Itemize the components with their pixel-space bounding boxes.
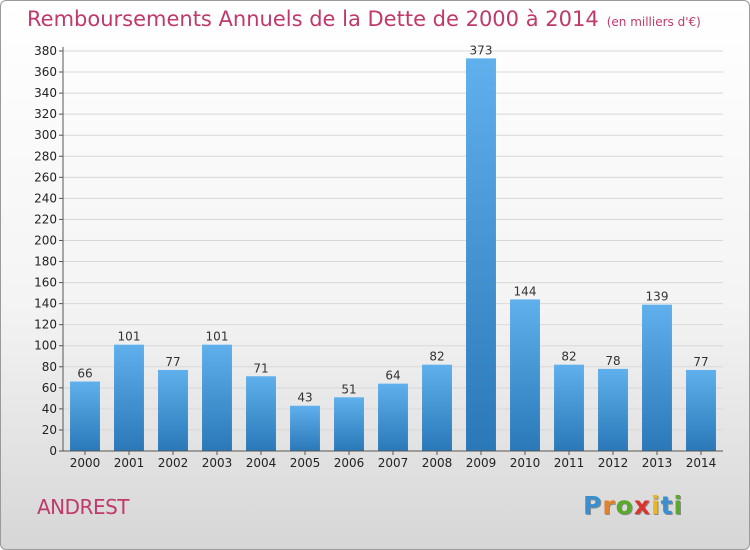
x-tick-label-2001: 2001: [114, 456, 145, 470]
y-tick-label: 20: [42, 423, 57, 437]
y-tick-label: 200: [34, 233, 57, 247]
y-tick-label: 360: [34, 65, 57, 79]
data-label-2006: 51: [341, 382, 356, 396]
data-label-2004: 71: [253, 361, 268, 375]
y-tick-label: 380: [34, 44, 57, 58]
bar-2009: [466, 58, 496, 452]
data-label-2001: 101: [118, 330, 141, 344]
data-label-2008: 82: [429, 350, 444, 364]
chart-unit: (en milliers d'€): [606, 15, 701, 29]
bar-2002: [158, 369, 188, 451]
bar-2000: [70, 381, 100, 451]
y-tick-label: 220: [34, 212, 57, 226]
x-tick-label-2003: 2003: [202, 456, 233, 470]
data-label-2003: 101: [206, 330, 229, 344]
y-tick-label: 40: [42, 402, 57, 416]
data-label-2010: 144: [514, 284, 537, 298]
data-label-2014: 77: [693, 355, 708, 369]
x-tick-label-2004: 2004: [246, 456, 277, 470]
bar-2004: [246, 376, 276, 451]
proxiti-letter: i: [651, 491, 661, 520]
chart-title: Remboursements Annuels de la Dette de 20…: [27, 7, 701, 31]
y-tick-label: 180: [34, 255, 57, 269]
x-tick-label-2012: 2012: [598, 456, 629, 470]
bar-2005: [290, 405, 320, 451]
x-tick-label-2010: 2010: [510, 456, 541, 470]
bar-2014: [686, 369, 716, 451]
proxiti-letter: o: [615, 491, 634, 520]
y-tick-label: 280: [34, 149, 57, 163]
x-tick-label-2009: 2009: [466, 456, 497, 470]
x-tick-label-2011: 2011: [554, 456, 585, 470]
proxiti-logo: Proxiti: [583, 491, 683, 520]
y-tick-label: 100: [34, 339, 57, 353]
bar-2013: [642, 304, 672, 451]
chart-title-text: Remboursements Annuels de la Dette de 20…: [27, 7, 599, 31]
y-tick-label: 120: [34, 318, 57, 332]
x-tick-label-2000: 2000: [70, 456, 101, 470]
y-tick-label: 80: [42, 360, 57, 374]
bar-2003: [202, 344, 232, 451]
data-label-2012: 78: [605, 354, 620, 368]
y-tick-label: 240: [34, 191, 57, 205]
data-label-2009: 373: [470, 43, 493, 57]
bar-2001: [114, 344, 144, 451]
y-tick-label: 0: [49, 444, 57, 458]
y-tick-label: 160: [34, 276, 57, 290]
axis-layer: 0 20 40 60 80 100 120 140 160 180 200 220 240 260 280 3…: [34, 44, 723, 470]
proxiti-letter: P: [583, 491, 603, 520]
proxiti-letter: r: [602, 491, 616, 520]
x-tick-label-2005: 2005: [290, 456, 321, 470]
y-tick-label: 320: [34, 107, 57, 121]
data-label-2002: 77: [165, 355, 180, 369]
x-tick-label-2006: 2006: [334, 456, 365, 470]
proxiti-letter: i: [673, 491, 684, 520]
bar-layer: [70, 58, 716, 452]
proxiti-letter: x: [633, 491, 651, 520]
x-tick-label-2013: 2013: [642, 456, 673, 470]
data-label-2007: 64: [385, 369, 400, 383]
y-tick-label: 300: [34, 128, 57, 142]
x-tick-label-2014: 2014: [686, 456, 717, 470]
y-tick-label: 60: [42, 381, 57, 395]
data-label-2011: 82: [561, 350, 576, 364]
y-tick-label: 140: [34, 297, 57, 311]
bar-2012: [598, 368, 628, 451]
proxiti-letter: t: [660, 491, 674, 520]
x-tick-label-2002: 2002: [158, 456, 189, 470]
x-tick-label-2007: 2007: [378, 456, 409, 470]
bar-2011: [554, 364, 584, 451]
data-label-2005: 43: [297, 391, 312, 405]
bar-2006: [334, 397, 364, 451]
bar-2010: [510, 299, 540, 451]
data-label-2013: 139: [646, 290, 669, 304]
x-tick-label-2008: 2008: [422, 456, 453, 470]
bar-2007: [378, 383, 408, 451]
data-label-2000: 66: [77, 367, 92, 381]
commune-name: ANDREST: [37, 495, 130, 519]
label-layer: 66 101 77 101 71 43 51 64 82 373 144 82 78 139 77: [77, 43, 708, 404]
y-tick-label: 340: [34, 86, 57, 100]
bar-2008: [422, 364, 452, 451]
y-tick-label: 260: [34, 170, 57, 184]
